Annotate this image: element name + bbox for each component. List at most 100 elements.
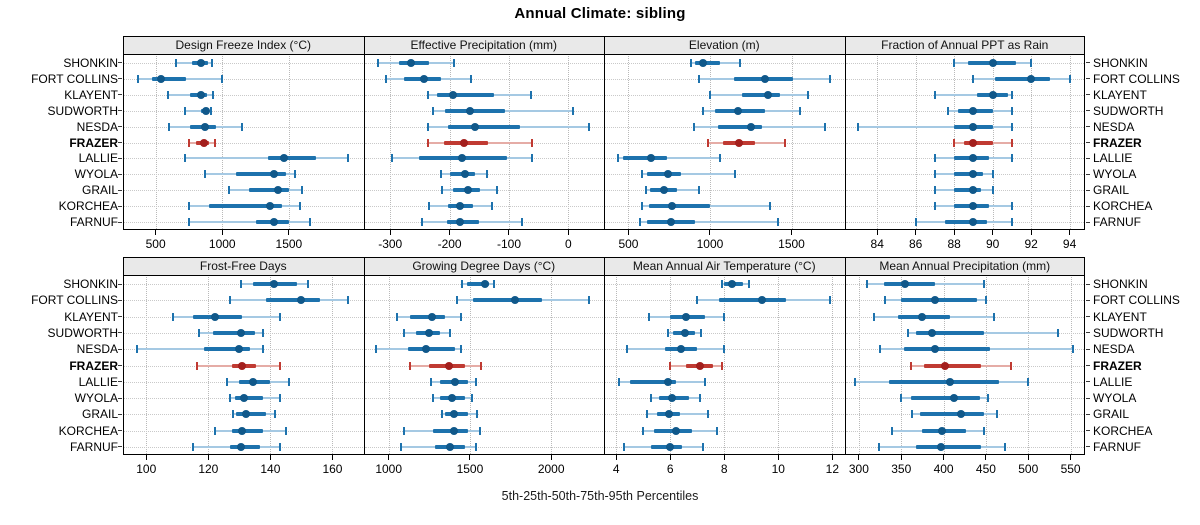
station-axis-tick — [1086, 365, 1090, 366]
median-dot-korchea — [937, 426, 946, 435]
whisker-cap-95th — [530, 138, 533, 147]
whisker-cap-95th — [718, 154, 721, 163]
x-axis-tick-label: -200 — [437, 237, 462, 251]
x-axis-tick-label: 160 — [322, 462, 343, 476]
whisker-cap-5th — [669, 361, 672, 370]
panel-title-design-freeze-index-c: Design Freeze Index (°C) — [175, 38, 311, 52]
x-axis-tick — [1030, 230, 1032, 235]
panel-mean-annual-air-temperature-c — [604, 276, 845, 455]
panel-divider — [604, 36, 605, 230]
whisker-cap-95th — [460, 345, 462, 354]
panel-divider — [363, 36, 365, 230]
whisker-cap-5th — [638, 218, 641, 227]
bar-25-75-nesda — [903, 347, 991, 352]
station-axis-tick — [118, 365, 122, 366]
whisker-cap-5th — [707, 138, 710, 147]
panel-title-mean-annual-air-temperature-c: Mean Annual Air Temperature (°C) — [632, 259, 816, 273]
whisker-cap-95th — [1010, 122, 1013, 131]
x-axis-tick-label: 1000 — [696, 237, 724, 251]
whisker-cap-5th — [625, 345, 628, 354]
whisker-cap-95th — [720, 361, 723, 370]
station-axis-tick — [1086, 430, 1090, 432]
station-axis-tick — [118, 381, 122, 383]
whisker-5-95-nesda — [857, 125, 1012, 128]
whisker-cap-95th — [1003, 442, 1006, 451]
x-axis-tick-label: -100 — [496, 237, 521, 251]
station-axis-tick — [118, 348, 122, 350]
median-dot-farnuf — [446, 442, 455, 451]
station-axis-tick — [1086, 332, 1090, 334]
x-axis-tick — [627, 230, 629, 235]
whisker-5-95-wyola — [641, 173, 736, 176]
median-dot-fort-collins — [1027, 74, 1036, 83]
median-dot-shonkin — [480, 280, 489, 289]
station-label-left-korchea: KORCHEA — [58, 423, 118, 438]
whisker-cap-5th — [198, 328, 201, 337]
x-axis-tick-label: 100 — [136, 462, 157, 476]
horizontal-gridline — [605, 381, 844, 383]
whisker-cap-95th — [993, 312, 996, 321]
horizontal-gridline — [364, 430, 603, 432]
whisker-cap-5th — [690, 58, 693, 67]
horizontal-gridline — [364, 332, 603, 334]
station-axis-tick — [118, 316, 122, 318]
whisker-cap-5th — [856, 122, 859, 131]
whisker-cap-5th — [426, 122, 429, 131]
median-dot-wyola — [270, 170, 279, 179]
whisker-cap-95th — [460, 312, 462, 321]
median-dot-wyola — [448, 394, 457, 403]
panel-mean-annual-precipitation-mm — [845, 276, 1086, 455]
whisker-cap-5th — [907, 328, 909, 337]
x-axis-tick-label: 550 — [1060, 462, 1081, 476]
whisker-cap-95th — [828, 296, 831, 305]
panel-divider — [844, 257, 846, 455]
station-axis-tick — [1086, 413, 1090, 415]
x-axis-tick-label: 90 — [985, 237, 1000, 251]
whisker-cap-95th — [521, 218, 524, 227]
bar-25-75-shonkin — [695, 60, 720, 65]
whisker-cap-95th — [991, 170, 994, 179]
whisker-cap-5th — [213, 426, 216, 435]
whisker-cap-95th — [479, 361, 482, 370]
median-dot-wyola — [461, 170, 470, 179]
whisker-cap-95th — [806, 90, 809, 99]
station-axis-tick — [118, 110, 122, 112]
whisker-cap-95th — [469, 74, 472, 83]
median-dot-grail — [464, 186, 472, 195]
bar-25-75-fort-collins — [151, 76, 187, 81]
x-axis-tick — [615, 455, 617, 460]
whisker-cap-95th — [449, 328, 452, 337]
whisker-cap-95th — [1027, 377, 1030, 386]
x-axis-tick-label: 350 — [891, 462, 912, 476]
whisker-cap-95th — [453, 58, 456, 67]
x-axis-tick-label: 86 — [909, 237, 923, 251]
horizontal-gridline — [364, 78, 603, 80]
x-axis-tick — [992, 230, 994, 235]
x-axis-tick-label: 450 — [975, 462, 996, 476]
median-dot-shonkin — [699, 58, 708, 67]
whisker-cap-95th — [486, 170, 489, 179]
median-dot-klayent — [988, 90, 997, 99]
whisker-cap-5th — [933, 202, 936, 211]
whisker-cap-95th — [471, 394, 474, 403]
bar-25-75-nesda — [203, 347, 251, 352]
median-dot-lallie — [458, 154, 467, 163]
whisker-cap-95th — [1010, 90, 1013, 99]
whisker-cap-95th — [769, 202, 772, 211]
x-axis-tick — [669, 455, 671, 460]
whisker-cap-5th — [910, 361, 913, 370]
whisker-cap-5th — [953, 138, 956, 147]
median-dot-klayent — [449, 90, 458, 99]
whisker-cap-5th — [616, 154, 619, 163]
whisker-cap-95th — [1010, 106, 1013, 115]
x-axis-tick-label: 140 — [260, 462, 281, 476]
median-dot-fort-collins — [297, 296, 306, 305]
station-label-left-grail: GRAIL — [81, 183, 118, 198]
horizontal-gridline — [605, 414, 844, 416]
horizontal-gridline — [605, 446, 844, 448]
station-axis-tick — [1086, 381, 1090, 383]
bar-25-75-frazer — [924, 363, 981, 368]
x-axis-tick-label: 1000 — [208, 237, 236, 251]
whisker-cap-95th — [798, 106, 801, 115]
horizontal-gridline — [364, 446, 603, 448]
